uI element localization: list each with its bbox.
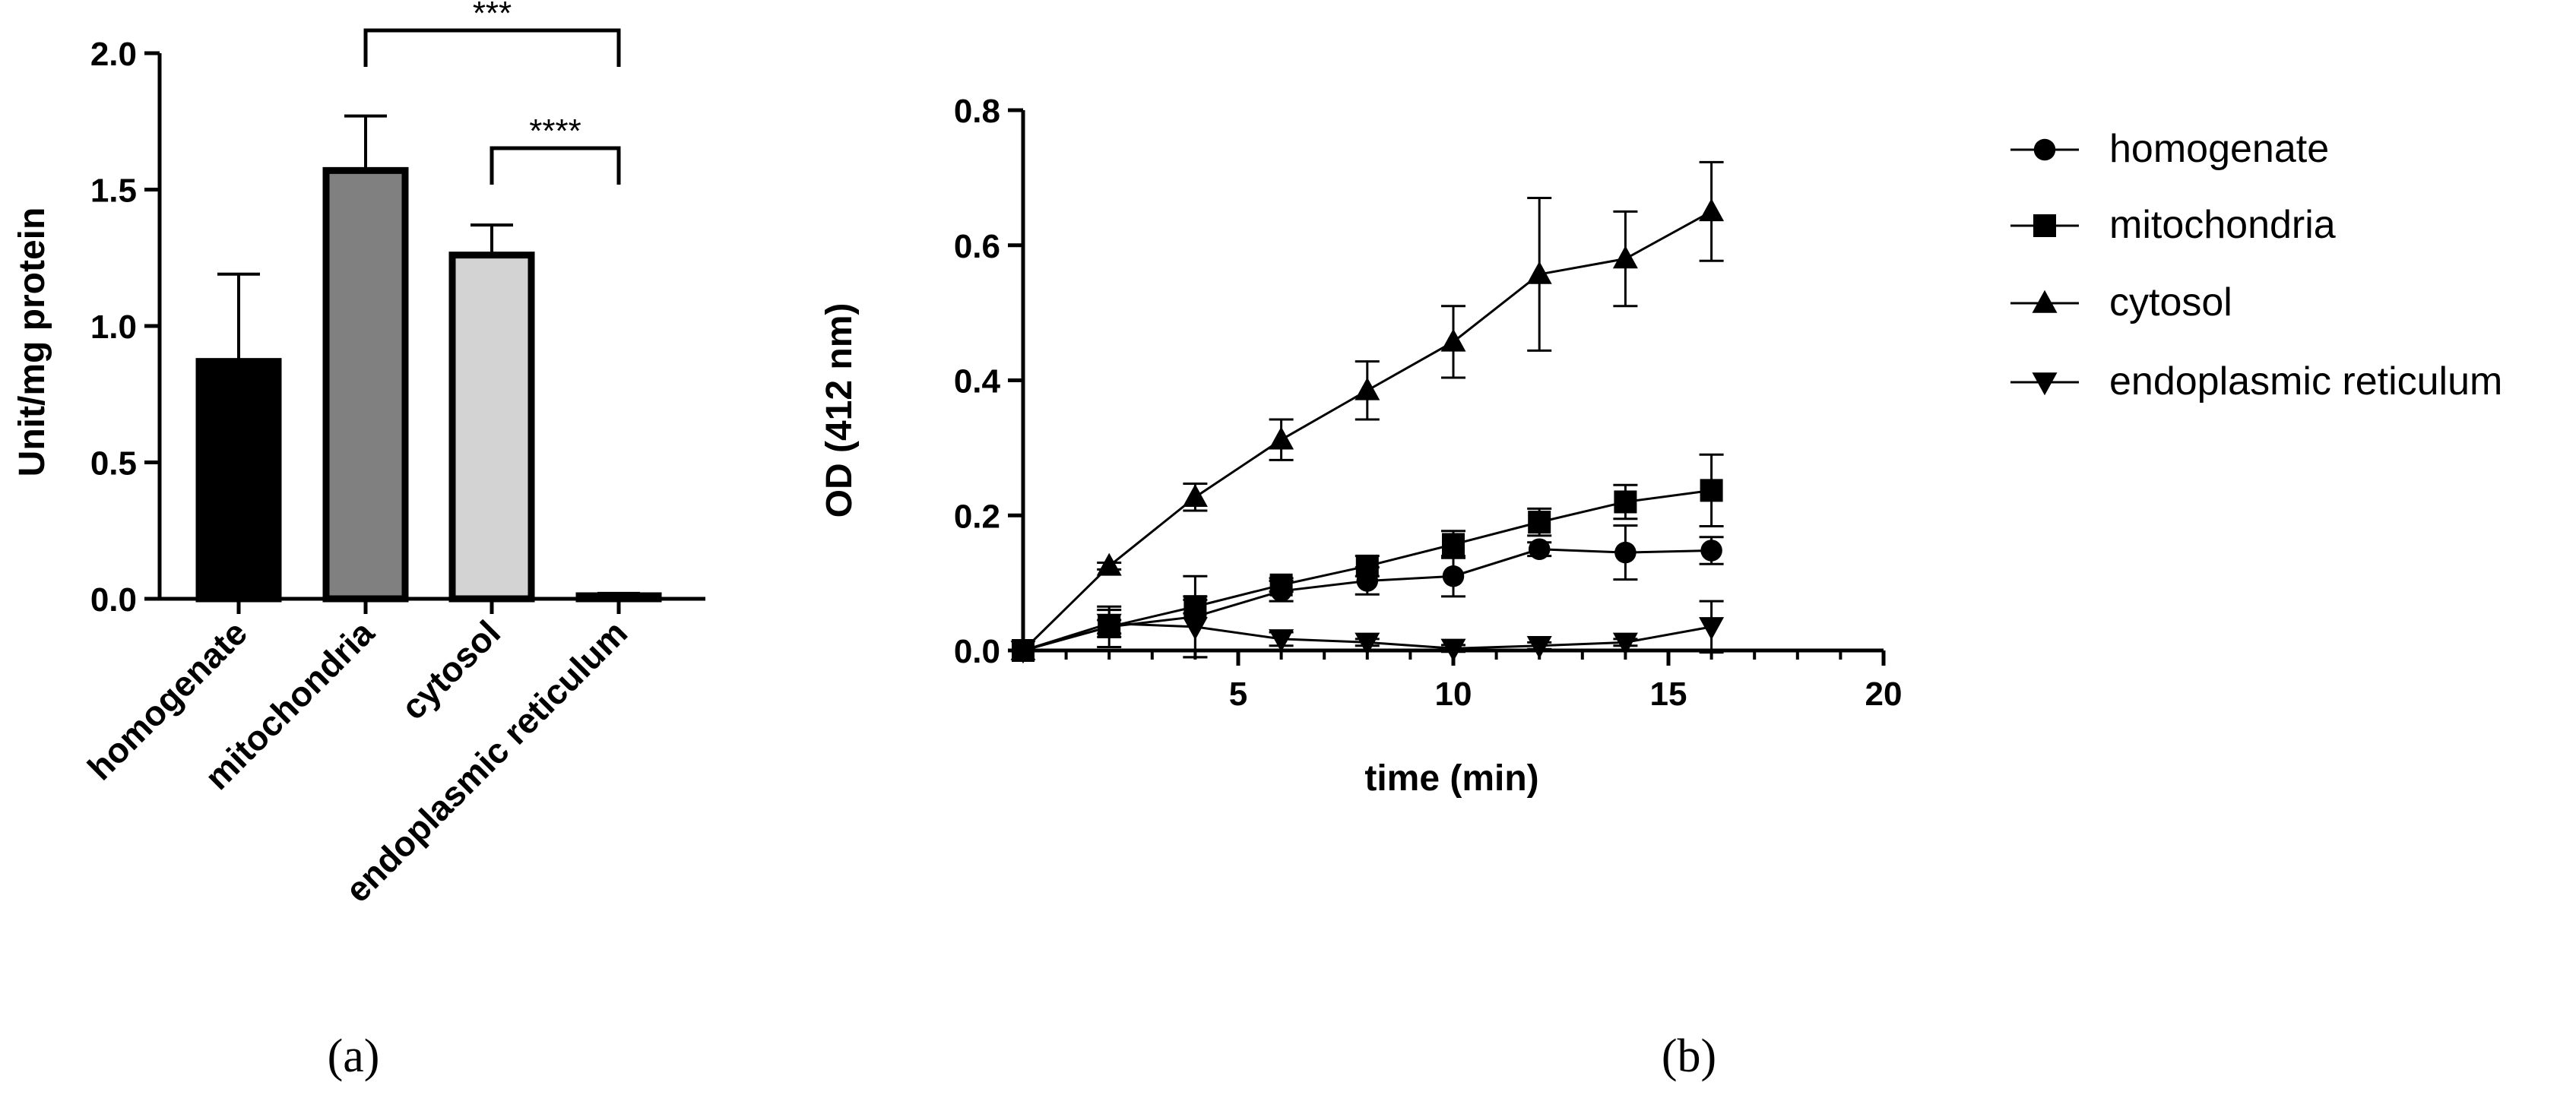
panel-b-data-point — [1526, 261, 1552, 284]
panel-b-x-tick-label: 20 — [1865, 676, 1903, 713]
panel-b-data-point — [1269, 573, 1293, 597]
panel-b-data-point — [1528, 511, 1551, 534]
panel-a-y-tick-label: 0.0 — [90, 581, 137, 619]
panel-b-data-point — [1182, 484, 1208, 508]
panel-b-y-tick-label: 0.0 — [954, 633, 1000, 670]
panel-b-x-axis-label: time (min) — [1364, 758, 1538, 799]
legend-marker-square — [2033, 214, 2056, 237]
panel-b-line-chart: OD (412 nm) time (min) 0.0 0.2 0.4 0.6 0.8 5 1… — [819, 93, 2502, 1082]
legend-marker-circle — [2033, 138, 2056, 161]
panel-b-data-point — [1355, 632, 1380, 656]
panel-a-y-tick-label: 2.0 — [90, 36, 137, 73]
panel-b-data-point — [1096, 552, 1122, 576]
panel-a-caption: (a) — [328, 1030, 380, 1082]
legend-label: cytosol — [2109, 280, 2232, 324]
legend-label: endoplasmic reticulum — [2109, 359, 2502, 404]
panel-b-data-point — [1526, 636, 1552, 660]
legend-marker-triangle-up — [2032, 290, 2058, 313]
panel-b-data-point — [1614, 490, 1637, 514]
panel-a-significance-label: *** — [473, 0, 512, 32]
panel-b-caption: (b) — [1662, 1030, 1716, 1082]
panel-a-bar — [448, 252, 535, 603]
panel-a-y-axis-label: Unit/mg protein — [12, 207, 52, 477]
panel-b-data-point — [1355, 554, 1379, 578]
panel-b-data-point — [1442, 533, 1465, 556]
panel-b-x-tick-label: 15 — [1650, 676, 1687, 713]
panel-b-data-point — [1699, 617, 1725, 641]
panel-a-significance-bracket — [490, 146, 621, 185]
series-endoplasmic-reticulum — [1010, 595, 1725, 664]
panel-b-legend: homogenate mitochondria cytosol endoplasmic… — [2010, 127, 2502, 404]
panel-b-x-tick-label: 10 — [1435, 676, 1472, 713]
panel-a-y-tick-label: 1.0 — [90, 309, 137, 346]
panel-b-data-point — [1096, 613, 1122, 637]
panel-b-y-tick-label: 0.8 — [954, 93, 1000, 130]
panel-a-bar — [195, 358, 282, 603]
legend-label: mitochondria — [2109, 203, 2336, 247]
panel-b-y-axis-label: OD (412 nm) — [819, 303, 860, 518]
panel-b-data-point — [1440, 638, 1466, 662]
panel-b-data-point — [1355, 377, 1380, 400]
panel-b-data-point — [1528, 538, 1551, 560]
panel-b-data-point — [1182, 617, 1208, 641]
panel-a-y-tick-label: 0.5 — [90, 445, 137, 483]
panel-b-data-point — [1612, 632, 1638, 656]
panel-a-significance-label: **** — [529, 112, 581, 150]
panel-b-data-point — [1442, 565, 1465, 587]
panel-b-data-point — [1612, 245, 1638, 269]
legend-label: homogenate — [2109, 127, 2329, 171]
panel-b-y-tick-label: 0.2 — [954, 498, 1000, 535]
panel-b-data-point — [1700, 479, 1723, 502]
panel-a-bar — [575, 592, 662, 603]
panel-a-category-label: cytosol — [393, 612, 508, 727]
panel-b-y-tick-label: 0.4 — [954, 363, 1001, 400]
panel-b-data-point — [1269, 629, 1294, 653]
panel-a-significance-bracket — [363, 28, 621, 67]
panel-b-axes: 0.0 0.2 0.4 0.6 0.8 5 10 15 20 — [954, 93, 1903, 713]
panel-b-data-point — [1440, 328, 1466, 352]
panel-b-y-tick-label: 0.6 — [954, 228, 1000, 265]
panel-b-data-point — [1700, 540, 1722, 562]
legend-marker-triangle-down — [2032, 372, 2058, 396]
panel-a-significance-brackets: ******* — [363, 0, 621, 185]
panel-b-data-point — [1010, 641, 1036, 664]
panel-a-y-tick-label: 1.5 — [90, 172, 137, 210]
panel-b-data-point — [1614, 541, 1637, 564]
panel-b-series — [1010, 160, 1725, 664]
panel-b-x-tick-label: 5 — [1229, 676, 1247, 713]
panel-a-bar — [322, 166, 409, 603]
panel-b-data-point — [1699, 198, 1725, 222]
panel-b-data-point — [1269, 426, 1294, 450]
panel-a-bars — [195, 114, 662, 603]
panel-a-bar-chart: Unit/mg protein 0.00.51.01.52.0 ******* … — [12, 0, 705, 1082]
series-cytosol — [1010, 160, 1725, 660]
